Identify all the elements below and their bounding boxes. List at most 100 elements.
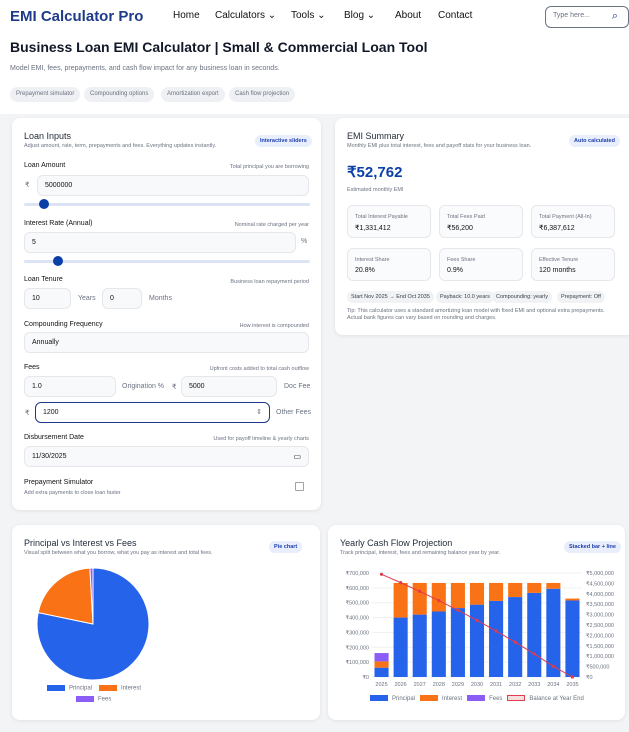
nav-contact[interactable]: Contact [438, 10, 473, 21]
bar-principal-2027[interactable] [412, 614, 427, 677]
bar-interest-2029[interactable] [450, 582, 465, 609]
x-tick-label: 2035 [566, 682, 578, 688]
disbursement-date-input[interactable]: 11/30/2025 ▭ [24, 446, 309, 467]
bar-interest-2030[interactable] [469, 582, 485, 605]
bar-interest-2032[interactable] [508, 582, 523, 598]
legend-swatch [467, 695, 486, 701]
pie-slice-fees[interactable] [89, 567, 94, 625]
bar-interest-2033[interactable] [527, 582, 542, 593]
stat-label: Total Fees Paid [447, 214, 485, 220]
balance-point-2026[interactable] [399, 581, 403, 585]
balance-point-2030[interactable] [475, 618, 479, 622]
logo[interactable]: EMI Calculator Pro [10, 8, 144, 25]
pie-slice-interest[interactable] [37, 567, 94, 625]
doc-fee-input[interactable]: 5000 [181, 376, 277, 397]
tenure-months-input[interactable]: 0 [102, 288, 142, 309]
legend-interest[interactable]: Interest [420, 695, 462, 702]
loan-amount-hint: Total principal you are borrowing [229, 164, 309, 170]
doc-fee-unit: Doc Fee [284, 383, 311, 390]
nav-about[interactable]: About [395, 10, 422, 21]
search-input[interactable]: Type here... ⌕ [545, 6, 629, 28]
loan-tenure-label: Loan Tenure [24, 276, 63, 283]
balance-point-2034[interactable] [551, 664, 555, 668]
nav-blog[interactable]: Blog ⌄ [344, 10, 376, 21]
legend-fees[interactable]: Fees [76, 696, 111, 703]
stat-label: Total Payment (All-In) [539, 214, 592, 220]
y2-tick-label: ₹4,500,000 [586, 580, 614, 587]
x-tick-label: 2025 [375, 682, 387, 688]
calendar-icon[interactable]: ▭ [293, 452, 301, 461]
card-title: Yearly Cash Flow Projection [340, 538, 453, 548]
chart-type-badge: Stacked bar + line [564, 541, 621, 553]
legend-balance[interactable]: Balance at Year End [507, 695, 584, 702]
interest-rate-label: Interest Rate (Annual) [24, 220, 93, 227]
origination-fee-input[interactable]: 1.0 [24, 376, 116, 397]
bar-interest-2034[interactable] [546, 582, 561, 589]
legend-swatch [76, 696, 94, 702]
loan-amount-input[interactable]: 5000000 [37, 175, 309, 196]
y2-tick-label: ₹3,000,000 [586, 612, 614, 619]
bar-principal-2025[interactable] [374, 667, 389, 677]
balance-point-2029[interactable] [456, 608, 460, 612]
bar-principal-2026[interactable] [393, 617, 408, 677]
other-fees-value: 1200 [43, 409, 59, 416]
nav-tools[interactable]: Tools ⌄ [291, 10, 326, 21]
interest-rate-input[interactable]: 5 [24, 232, 296, 253]
fees-label: Fees [24, 364, 40, 371]
other-fees-input[interactable]: 1200 ⇕ [35, 402, 270, 423]
bar-principal-2029[interactable] [450, 608, 465, 677]
pie-slice-principal[interactable] [36, 567, 150, 681]
balance-point-2031[interactable] [494, 629, 498, 633]
nav-calculators[interactable]: Calculators ⌄ [215, 10, 277, 21]
spinner-icon[interactable]: ⇕ [256, 409, 262, 416]
bar-principal-2035[interactable] [565, 600, 580, 677]
card-title: Principal vs Interest vs Fees [24, 538, 137, 548]
legend-fees[interactable]: Fees [467, 695, 502, 702]
balance-point-2028[interactable] [437, 598, 441, 603]
bar-interest-2026[interactable] [393, 582, 408, 618]
chart-type-badge: Pie chart [269, 541, 303, 553]
bar-principal-2032[interactable] [508, 597, 523, 677]
y2-tick-label: ₹1,500,000 [586, 643, 614, 650]
feature-chip: Cash flow projection [229, 87, 296, 102]
bar-principal-2033[interactable] [527, 592, 542, 677]
bar-principal-2030[interactable] [469, 604, 485, 677]
bar-fees-2025[interactable] [374, 653, 389, 662]
bar-interest-2028[interactable] [431, 582, 446, 612]
legend-interest[interactable]: Interest [99, 685, 141, 692]
prepayment-checkbox[interactable] [295, 482, 304, 491]
loan-amount-slider[interactable] [24, 203, 310, 206]
bar-interest-2031[interactable] [489, 582, 504, 601]
balance-point-2033[interactable] [532, 652, 536, 656]
y-tick-label: ₹300,000 [346, 629, 369, 636]
y2-tick-label: ₹2,000,000 [586, 632, 614, 639]
nav-home[interactable]: Home [173, 10, 200, 21]
stat-value: 20.8% [355, 267, 375, 274]
balance-point-2035[interactable] [570, 675, 575, 679]
tenure-years-input[interactable]: 10 [24, 288, 71, 309]
compounding-select[interactable]: Annually [24, 332, 309, 353]
bar-interest-2035[interactable] [565, 598, 580, 601]
prepayment-label: Prepayment Simulator [24, 479, 94, 486]
bar-principal-2031[interactable] [489, 600, 504, 677]
balance-point-2027[interactable] [418, 589, 422, 593]
balance-point-2032[interactable] [513, 640, 517, 644]
y2-tick-label: ₹5,000,000 [586, 570, 614, 577]
bar-interest-2025[interactable] [374, 661, 389, 668]
search-icon[interactable]: ⌕ [611, 10, 618, 22]
interest-rate-slider-handle[interactable] [53, 256, 63, 266]
interest-rate-slider[interactable] [24, 260, 310, 263]
legend-principal[interactable]: Principal [47, 685, 92, 692]
y-tick-label: ₹700,000 [346, 570, 369, 577]
bar-principal-2028[interactable] [431, 611, 446, 677]
bar-principal-2034[interactable] [546, 588, 561, 677]
loan-amount-slider-handle[interactable] [39, 199, 49, 209]
bar-interest-2027[interactable] [412, 582, 427, 615]
rupee-prefix: ₹ [25, 182, 30, 189]
legend-principal[interactable]: Principal [370, 695, 415, 702]
card-title: EMI Summary [347, 131, 405, 141]
stat-tile: Effective Tenure 120 months [531, 248, 615, 281]
balance-point-2025[interactable] [379, 572, 384, 576]
pie-chart [36, 567, 150, 681]
legend-swatch [47, 685, 65, 691]
